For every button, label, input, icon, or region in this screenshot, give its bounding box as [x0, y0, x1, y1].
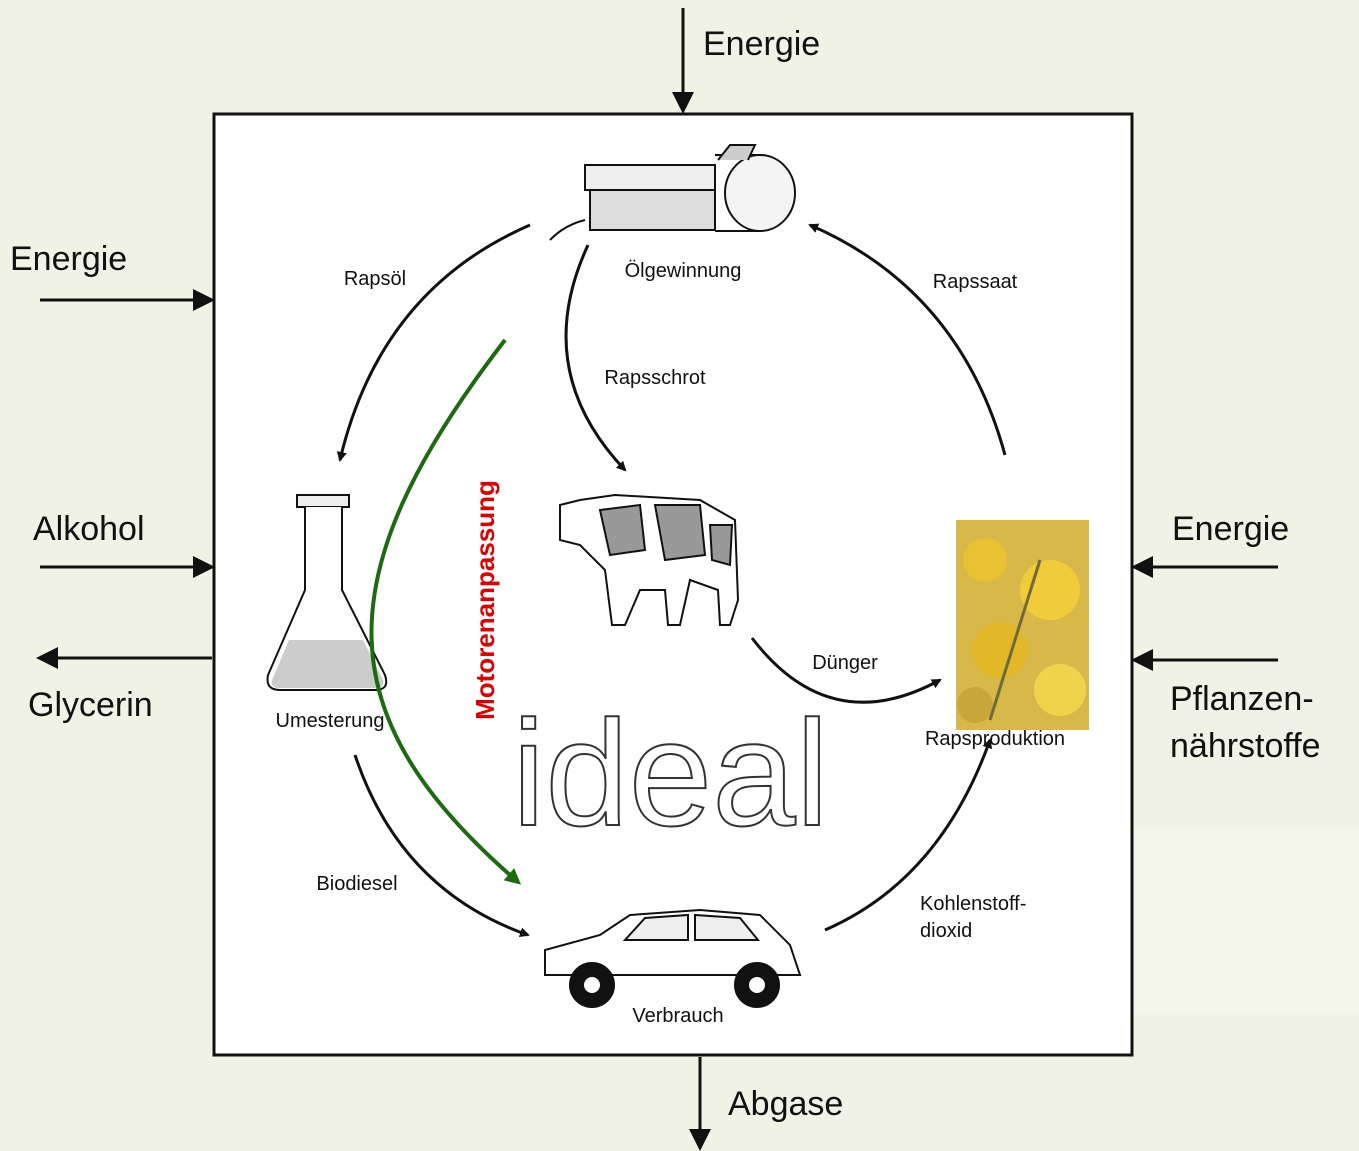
- flow-label: Rapssaat: [933, 271, 1018, 293]
- flow-label: Rapsschrot: [604, 367, 706, 389]
- annotation: Motorenanpassung: [470, 480, 500, 720]
- flow-label: Kohlenstoff-: [920, 893, 1026, 915]
- flow-label: Biodiesel: [316, 873, 397, 895]
- output-label: Abgase: [728, 1085, 843, 1123]
- node-label: Rapsproduktion: [925, 728, 1065, 750]
- node-label: Verbrauch: [632, 1005, 723, 1027]
- input-label: nährstoffe: [1170, 727, 1321, 765]
- input-label: Alkohol: [33, 510, 145, 548]
- input-label: Energie: [10, 240, 127, 278]
- diagram: Energie Energie Alkohol Glycerin Energie…: [0, 0, 1359, 1151]
- rapeseed-photo: [956, 520, 1089, 730]
- input-label: Energie: [703, 25, 820, 63]
- node-label: Ölgewinnung: [625, 260, 742, 282]
- node-label: Umesterung: [276, 710, 385, 732]
- output-label: Glycerin: [28, 686, 153, 724]
- input-label: Pflanzen-: [1170, 680, 1314, 718]
- flow-label: Dünger: [812, 652, 878, 674]
- flow-label: dioxid: [920, 920, 972, 942]
- flow-label: Rapsöl: [344, 268, 406, 290]
- watermark: ideal: [512, 689, 829, 857]
- pale-panel: [1133, 828, 1359, 1015]
- input-label: Energie: [1172, 510, 1289, 548]
